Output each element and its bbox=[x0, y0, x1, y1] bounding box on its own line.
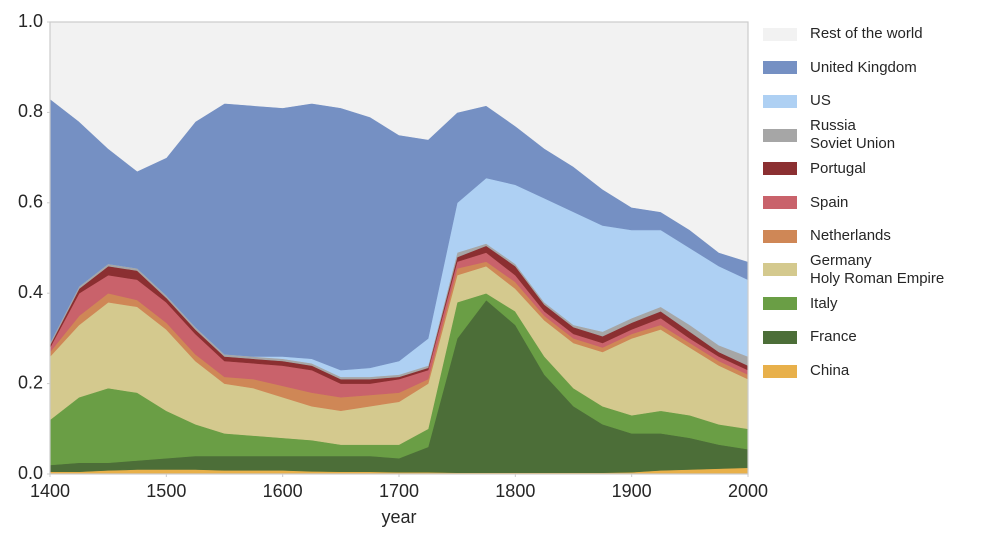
x-tick-label: 1500 bbox=[146, 481, 186, 501]
legend-swatch bbox=[763, 196, 797, 209]
legend-entry: China bbox=[763, 362, 849, 380]
legend-entry: Italy bbox=[763, 295, 838, 313]
x-tick-label: 1900 bbox=[612, 481, 652, 501]
legend-entry: Germany Holy Roman Empire bbox=[763, 252, 944, 288]
legend-label: Portugal bbox=[810, 159, 866, 177]
legend-label: Rest of the world bbox=[810, 25, 923, 42]
legend-swatch bbox=[763, 162, 797, 176]
legend-label: Netherlands bbox=[810, 227, 891, 245]
legend-label: US bbox=[810, 92, 831, 110]
x-tick-label: 1600 bbox=[263, 481, 303, 501]
x-tick-label: 1400 bbox=[30, 481, 70, 501]
legend-entry: US bbox=[763, 92, 831, 110]
legend-label: France bbox=[810, 328, 857, 346]
legend-swatch bbox=[763, 94, 797, 108]
legend-entry: Netherlands bbox=[763, 227, 891, 245]
legend-label: China bbox=[810, 362, 850, 379]
legend-entry: France bbox=[763, 328, 857, 346]
legend-entry: Rest of the world bbox=[763, 25, 923, 43]
legend-swatch bbox=[763, 330, 797, 344]
legend-entry: Portugal bbox=[763, 160, 866, 178]
x-tick-label: 1800 bbox=[495, 481, 535, 501]
y-tick-label: 0.0 bbox=[18, 463, 43, 483]
y-tick-label: 0.4 bbox=[18, 282, 43, 302]
legend-entry: Spain bbox=[763, 194, 848, 212]
y-tick-label: 1.0 bbox=[18, 11, 43, 31]
x-tick-label: 2000 bbox=[728, 481, 768, 501]
y-tick-label: 0.8 bbox=[18, 101, 43, 121]
x-axis-label: year bbox=[381, 507, 416, 527]
legend-entry: United Kingdom bbox=[763, 59, 917, 77]
legend-label: United Kingdom bbox=[810, 58, 917, 76]
legend-swatch bbox=[763, 128, 797, 142]
x-tick-label: 1700 bbox=[379, 481, 419, 501]
legend-label: Russia Soviet Union bbox=[810, 117, 896, 153]
legend-swatch bbox=[763, 263, 797, 277]
legend-swatch bbox=[763, 364, 797, 378]
legend-swatch bbox=[763, 297, 797, 311]
legend-label: Spain bbox=[810, 193, 849, 211]
legend-swatch bbox=[763, 229, 797, 243]
legend-label: Italy bbox=[810, 294, 838, 312]
y-tick-label: 0.2 bbox=[18, 372, 43, 392]
legend-swatch bbox=[763, 27, 797, 41]
legend-label: Germany Holy Roman Empire bbox=[810, 251, 945, 287]
y-tick-label: 0.6 bbox=[18, 192, 43, 212]
legend-swatch bbox=[763, 61, 797, 75]
legend-entry: Russia Soviet Union bbox=[763, 117, 895, 153]
